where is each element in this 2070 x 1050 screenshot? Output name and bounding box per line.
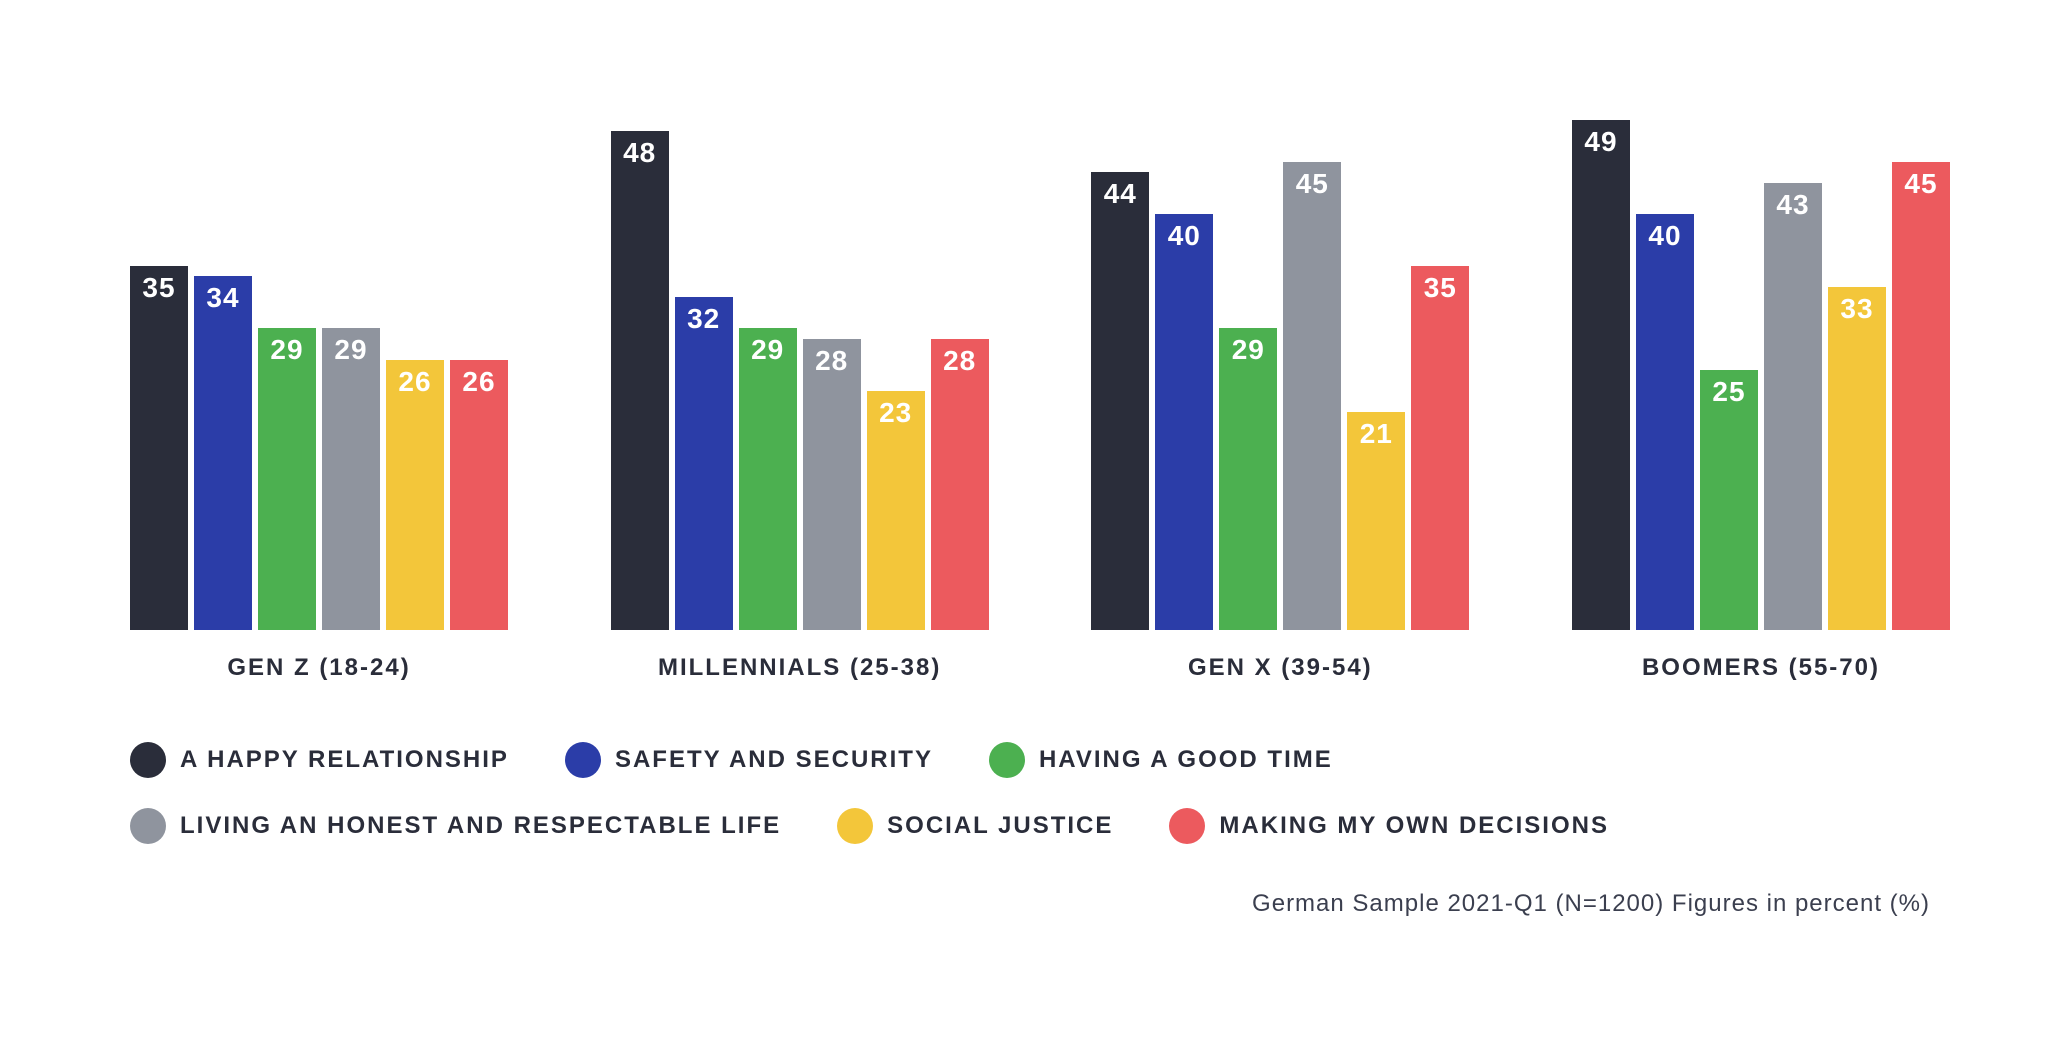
legend-item: Making My Own Decisions (1169, 808, 1609, 844)
bar: 25 (1700, 370, 1758, 630)
bar: 35 (1411, 266, 1469, 630)
bar-value-label: 26 (462, 366, 495, 398)
legend-swatch-icon (837, 808, 873, 844)
bar: 29 (739, 328, 797, 630)
bar-value-label: 28 (815, 345, 848, 377)
bar-cluster: 48 32 29 28 23 28 (611, 110, 989, 630)
bar-value-label: 48 (623, 137, 656, 169)
bar: 35 (130, 266, 188, 630)
legend-swatch-icon (1169, 808, 1205, 844)
bar-cluster: 49 40 25 43 33 45 (1572, 110, 1950, 630)
bar: 45 (1283, 162, 1341, 630)
chart-group: 35 34 29 29 26 26 Gen Z (18-24) (130, 110, 508, 682)
legend-label: A Happy Relationship (180, 746, 509, 774)
bar: 48 (611, 131, 669, 630)
bar: 28 (803, 339, 861, 630)
bar-value-label: 43 (1776, 189, 1809, 221)
bar: 34 (194, 276, 252, 630)
legend-label: Having a Good Time (1039, 746, 1333, 774)
grouped-bar-chart: 35 34 29 29 26 26 Gen Z (18-24) 48 32 29 28 23 28 Mil… (130, 110, 1950, 918)
legend-label: Social Justice (887, 812, 1113, 840)
bar-value-label: 29 (270, 334, 303, 366)
legend-item: Safety and Security (565, 742, 933, 778)
legend-swatch-icon (565, 742, 601, 778)
bar: 45 (1892, 162, 1950, 630)
bar-value-label: 40 (1168, 220, 1201, 252)
bar-value-label: 29 (1232, 334, 1265, 366)
bar-value-label: 35 (1424, 272, 1457, 304)
bar-value-label: 21 (1360, 418, 1393, 450)
legend-label: Living an Honest and Respectable Life (180, 812, 781, 840)
group-label: Gen X (39-54) (1188, 654, 1373, 682)
bar-value-label: 45 (1904, 168, 1937, 200)
legend-swatch-icon (130, 808, 166, 844)
bar-value-label: 44 (1104, 178, 1137, 210)
chart-footnote: German Sample 2021-Q1 (N=1200) Figures i… (130, 890, 1950, 918)
bar-value-label: 29 (334, 334, 367, 366)
bar: 40 (1636, 214, 1694, 630)
group-label: Millennials (25-38) (658, 654, 941, 682)
chart-groups: 35 34 29 29 26 26 Gen Z (18-24) 48 32 29 28 23 28 Mil… (130, 110, 1950, 682)
bar-value-label: 49 (1584, 126, 1617, 158)
bar: 44 (1091, 172, 1149, 630)
legend-item: Having a Good Time (989, 742, 1333, 778)
bar-value-label: 35 (142, 272, 175, 304)
legend-item: Social Justice (837, 808, 1113, 844)
bar-value-label: 32 (687, 303, 720, 335)
legend-item: Living an Honest and Respectable Life (130, 808, 781, 844)
bar: 21 (1347, 412, 1405, 630)
legend-item: A Happy Relationship (130, 742, 509, 778)
bar: 26 (450, 360, 508, 630)
chart-group: 48 32 29 28 23 28 Millennials (25-38) (611, 110, 989, 682)
bar: 28 (931, 339, 989, 630)
legend-swatch-icon (989, 742, 1025, 778)
bar: 23 (867, 391, 925, 630)
bar: 49 (1572, 120, 1630, 630)
bar: 32 (675, 297, 733, 630)
chart-group: 44 40 29 45 21 35 Gen X (39-54) (1091, 110, 1469, 682)
bar-value-label: 33 (1840, 293, 1873, 325)
group-label: Boomers (55-70) (1642, 654, 1880, 682)
bar-value-label: 34 (206, 282, 239, 314)
bar: 33 (1828, 287, 1886, 630)
legend-label: Safety and Security (615, 746, 933, 774)
bar-value-label: 29 (751, 334, 784, 366)
group-label: Gen Z (18-24) (227, 654, 410, 682)
bar-value-label: 28 (943, 345, 976, 377)
legend-swatch-icon (130, 742, 166, 778)
bar-value-label: 23 (879, 397, 912, 429)
legend-label: Making My Own Decisions (1219, 812, 1609, 840)
bar: 29 (1219, 328, 1277, 630)
bar: 29 (322, 328, 380, 630)
bar-cluster: 35 34 29 29 26 26 (130, 110, 508, 630)
bar: 26 (386, 360, 444, 630)
chart-legend: A Happy Relationship Safety and Security H… (130, 742, 1950, 844)
bar-cluster: 44 40 29 45 21 35 (1091, 110, 1469, 630)
bar-value-label: 45 (1296, 168, 1329, 200)
bar-value-label: 40 (1648, 220, 1681, 252)
bar: 29 (258, 328, 316, 630)
bar-value-label: 25 (1712, 376, 1745, 408)
bar-value-label: 26 (398, 366, 431, 398)
bar: 43 (1764, 183, 1822, 630)
bar: 40 (1155, 214, 1213, 630)
chart-group: 49 40 25 43 33 45 Boomers (55-70) (1572, 110, 1950, 682)
